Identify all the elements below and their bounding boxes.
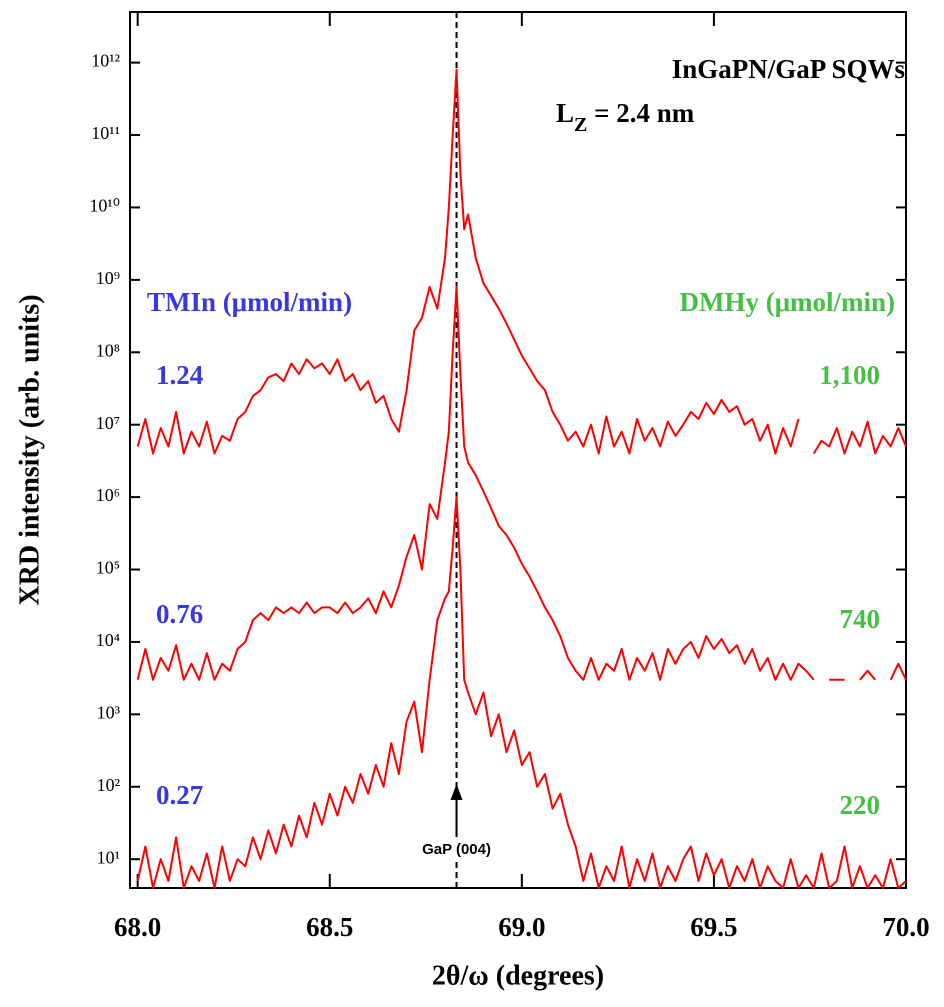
lz-rest: = 2.4 nm [587,98,694,128]
x-axis-title: 2θ/ω (degrees) [432,960,604,991]
lz-sub: Z [574,114,587,136]
x-tick-label: 69.5 [690,912,737,942]
right-group-title: DMHy (μmol/min) [679,287,895,317]
x-tick-label: 68.5 [306,912,353,942]
y-tick-label: 10¹⁰ [89,196,120,216]
data-line [136,496,907,889]
series-right-label: 1,100 [819,360,880,390]
series-left-label: 0.27 [156,780,203,810]
lz-label: LZ = 2.4 nm [556,98,695,135]
data-line [136,285,907,681]
y-tick-label: 10² [97,775,120,795]
y-tick-label: 10⁸ [96,340,120,360]
ref-arrow-head [450,784,463,800]
y-tick-label: 10¹¹ [91,123,120,143]
left-group-title: TMIn (μmol/min) [147,287,352,317]
series-left-label: 1.24 [156,360,203,390]
ref-label-bg [410,837,503,861]
series-right-label: 740 [840,604,881,634]
series-left-label: 0.76 [156,599,203,629]
y-tick-label: 10⁷ [96,413,120,433]
y-axis-title: XRD intensity (arb. units) [14,294,45,605]
lz-main: L [556,98,574,128]
y-tick-label: 10¹ [97,847,120,867]
x-tick-label: 70.0 [882,912,929,942]
y-tick-label: 10³ [97,702,121,722]
plot-frame [129,11,907,889]
chart-title: InGaPN/GaP SQWs [672,54,905,84]
ref-label: GaP (004) [422,841,491,858]
y-tick-label: 10⁴ [96,630,120,650]
data-line [136,68,907,455]
y-tick-label: 10⁹ [96,268,120,288]
series-right-label: 220 [840,790,881,820]
y-tick-label: 10⁵ [96,558,120,578]
y-tick-label: 10⁶ [96,485,120,505]
y-tick-label: 10¹² [91,51,120,71]
x-tick-label: 69.0 [498,912,545,942]
x-tick-label: 68.0 [114,912,161,942]
